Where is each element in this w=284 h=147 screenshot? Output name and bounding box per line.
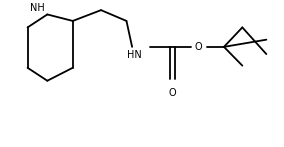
Text: O: O xyxy=(169,88,177,98)
Text: O: O xyxy=(195,42,202,52)
Text: HN: HN xyxy=(127,50,142,60)
Text: NH: NH xyxy=(30,3,45,13)
